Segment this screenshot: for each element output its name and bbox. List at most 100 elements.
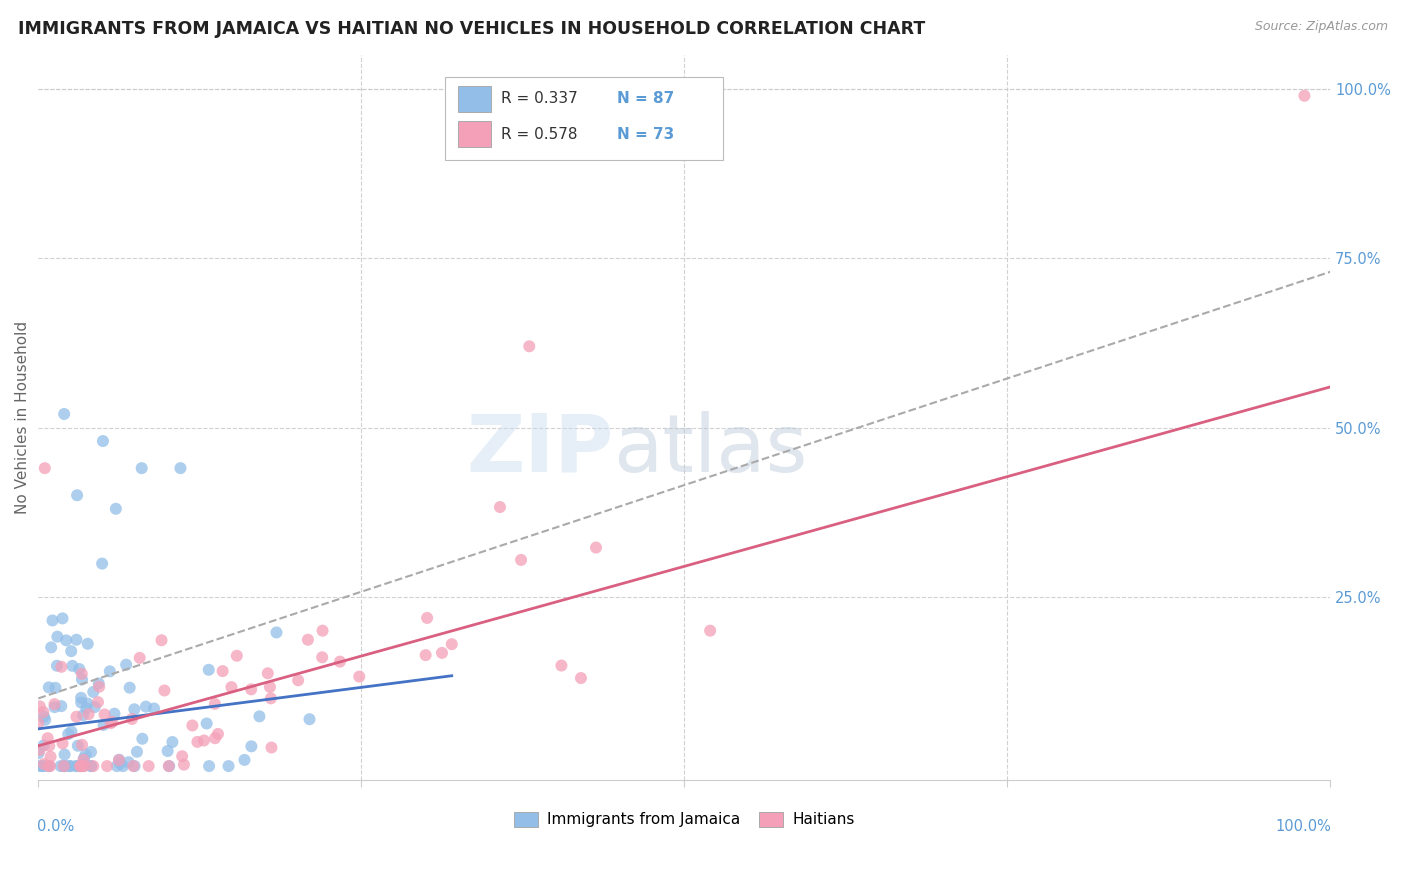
Point <box>38 759 60 773</box>
Point <box>70 666 93 681</box>
Point <box>66 759 89 773</box>
Point <box>93 718 115 732</box>
Point <box>173 757 195 772</box>
Point <box>204 697 226 711</box>
Point <box>198 759 221 773</box>
Point <box>83 700 105 714</box>
Point <box>416 611 439 625</box>
Point <box>162 735 184 749</box>
Point <box>66 739 89 753</box>
Point <box>143 701 166 715</box>
Point <box>53 759 76 773</box>
Point <box>60 644 83 658</box>
Point <box>37 731 59 746</box>
Point <box>65 759 87 773</box>
Legend: Immigrants from Jamaica, Haitians: Immigrants from Jamaica, Haitians <box>508 805 860 833</box>
Point <box>30 759 52 773</box>
Point <box>233 753 256 767</box>
Point <box>157 759 180 773</box>
Point <box>51 660 73 674</box>
Point <box>75 747 97 762</box>
Point <box>66 488 89 502</box>
Point <box>87 676 110 690</box>
Point <box>32 705 55 719</box>
Point <box>260 691 283 706</box>
Point <box>73 751 96 765</box>
Text: N = 73: N = 73 <box>617 127 675 142</box>
Point <box>517 339 540 353</box>
Point <box>72 753 94 767</box>
Point <box>259 680 281 694</box>
Point <box>80 759 103 773</box>
Text: ZIP: ZIP <box>465 411 613 489</box>
Point <box>260 740 283 755</box>
Point <box>181 718 204 732</box>
Point <box>52 759 75 773</box>
Point <box>27 715 49 730</box>
Point <box>51 611 73 625</box>
Point <box>115 657 138 672</box>
Point <box>44 700 66 714</box>
Point <box>60 724 83 739</box>
Point <box>72 708 94 723</box>
Point <box>550 658 572 673</box>
Point <box>128 651 150 665</box>
Point <box>329 655 352 669</box>
Point <box>225 648 247 663</box>
Point <box>108 756 131 771</box>
Point <box>585 541 607 555</box>
Point <box>121 712 143 726</box>
Point <box>44 697 66 711</box>
Point <box>169 461 191 475</box>
Point <box>311 650 333 665</box>
Point <box>197 663 219 677</box>
Point <box>72 759 94 773</box>
Point <box>122 759 145 773</box>
Point <box>440 637 463 651</box>
Point <box>77 707 100 722</box>
Point <box>82 759 104 773</box>
Point <box>204 731 226 746</box>
Point <box>49 759 72 773</box>
Text: N = 87: N = 87 <box>617 91 675 106</box>
Point <box>65 632 87 647</box>
Bar <box>458 121 491 147</box>
Point <box>51 699 73 714</box>
Point <box>55 633 77 648</box>
Point <box>118 681 141 695</box>
Point <box>153 683 176 698</box>
Point <box>91 434 114 448</box>
Point <box>287 673 309 688</box>
Point <box>32 757 55 772</box>
Point <box>489 500 512 514</box>
Point <box>46 630 69 644</box>
Point <box>131 461 153 475</box>
Point <box>65 709 87 723</box>
Point <box>73 759 96 773</box>
Point <box>75 701 97 715</box>
Point <box>93 707 115 722</box>
Point <box>53 407 76 421</box>
Point <box>103 706 125 721</box>
Point <box>349 670 371 684</box>
Point <box>27 746 49 760</box>
Point <box>60 658 83 673</box>
Point <box>73 756 96 771</box>
Point <box>69 759 91 773</box>
Point <box>70 738 93 752</box>
Point <box>37 759 59 773</box>
Point <box>70 673 93 687</box>
Text: 0.0%: 0.0% <box>37 820 75 835</box>
Point <box>240 739 263 754</box>
FancyBboxPatch shape <box>446 77 723 161</box>
Point <box>117 755 139 769</box>
Point <box>39 640 62 655</box>
Point <box>138 759 160 773</box>
Point <box>69 759 91 773</box>
Point <box>41 614 63 628</box>
Point <box>193 733 215 747</box>
Point <box>53 759 76 773</box>
Point <box>157 759 180 773</box>
Point <box>108 753 131 767</box>
Point <box>28 699 51 714</box>
